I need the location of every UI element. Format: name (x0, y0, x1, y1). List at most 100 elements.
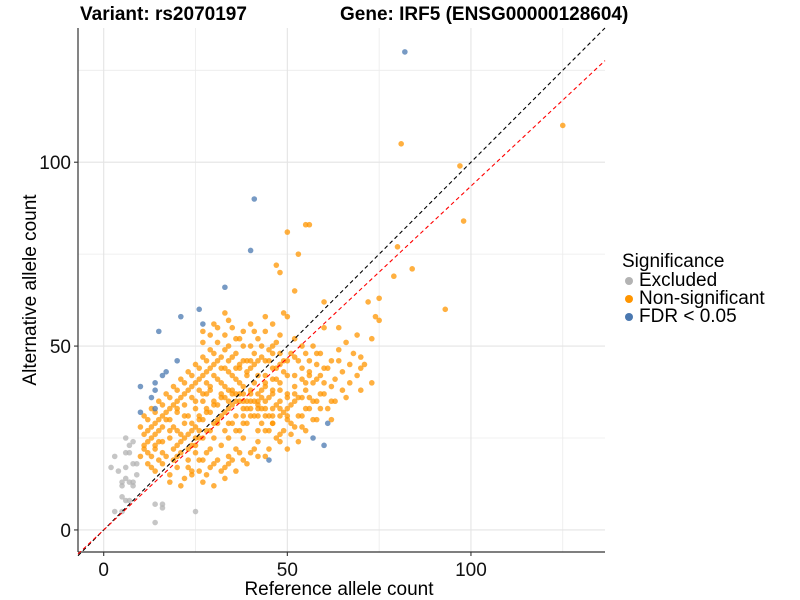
data-point (159, 402, 166, 408)
data-point (222, 409, 228, 416)
data-point (167, 405, 173, 412)
data-point (203, 405, 210, 412)
data-point (346, 361, 353, 368)
data-point (203, 471, 210, 478)
data-point (111, 508, 118, 515)
data-point (328, 383, 335, 390)
data-point (350, 350, 357, 357)
grid-lines (78, 28, 605, 552)
data-point (255, 413, 261, 419)
data-point (159, 424, 166, 430)
data-point (225, 405, 232, 412)
data-point (247, 413, 254, 419)
data-point (203, 380, 210, 386)
data-point (324, 405, 331, 412)
data-point (266, 457, 272, 463)
data-point (174, 464, 180, 471)
data-point (457, 163, 463, 169)
data-point (222, 346, 228, 353)
data-point (137, 383, 144, 390)
data-point (284, 229, 291, 235)
data-point (277, 413, 283, 419)
data-point (269, 376, 276, 382)
data-point (152, 519, 158, 526)
data-point (167, 471, 173, 478)
data-point (335, 357, 342, 364)
legend-item-excluded: Excluded (622, 271, 765, 290)
data-point (295, 438, 302, 445)
data-point (222, 310, 228, 316)
data-point (559, 122, 566, 129)
data-point (185, 387, 191, 394)
data-point (394, 243, 401, 250)
data-point (196, 468, 202, 474)
data-point (181, 475, 188, 482)
data-point (196, 387, 202, 394)
data-point (152, 380, 158, 386)
data-point (174, 409, 180, 416)
data-point (225, 343, 232, 349)
legend-label: Non-significant (639, 288, 765, 309)
data-point (207, 464, 214, 471)
data-point (222, 365, 228, 371)
data-point (159, 372, 166, 379)
data-point (284, 446, 291, 452)
data-point (148, 394, 155, 401)
data-point (152, 431, 158, 438)
data-point (211, 361, 217, 368)
data-point (203, 391, 210, 397)
legend-title: Significance (622, 251, 725, 272)
data-point (181, 402, 188, 408)
data-point (122, 464, 129, 471)
data-point (214, 376, 221, 382)
data-point (240, 328, 247, 335)
data-point (295, 357, 302, 364)
data-point (255, 438, 261, 445)
data-point (262, 383, 269, 390)
data-point (255, 427, 261, 434)
data-point (185, 457, 191, 463)
data-point (189, 420, 195, 427)
data-point (324, 365, 331, 371)
data-point (302, 405, 309, 412)
data-point (372, 313, 379, 320)
data-point (137, 453, 144, 460)
data-point (247, 365, 254, 371)
data-point (284, 405, 291, 412)
chart-title-gene: Gene: IRF5 (ENSG00000128604) (340, 4, 629, 25)
data-point (266, 427, 272, 434)
legend-item-fdr: FDR < 0.05 (622, 307, 765, 326)
data-point (178, 438, 184, 445)
data-point (211, 321, 217, 327)
data-point (174, 427, 180, 434)
data-point (211, 435, 217, 441)
data-point (207, 346, 214, 353)
data-point (119, 494, 125, 500)
data-point (225, 369, 232, 375)
data-point (460, 218, 467, 224)
data-point (214, 402, 221, 408)
data-point (229, 402, 236, 408)
data-point (233, 468, 239, 474)
data-point (255, 391, 261, 397)
data-point (376, 295, 382, 302)
data-point (225, 357, 232, 364)
data-point (317, 391, 324, 397)
data-point (277, 380, 283, 386)
data-point (196, 427, 202, 434)
data-point (211, 398, 217, 405)
data-point (148, 453, 155, 460)
data-point (299, 424, 305, 430)
data-point (167, 394, 173, 401)
data-point (222, 427, 228, 434)
data-point (313, 350, 320, 357)
data-point (196, 413, 202, 419)
data-point (321, 324, 327, 331)
data-point (200, 398, 206, 405)
data-point (313, 361, 320, 368)
data-point (144, 427, 151, 434)
data-point (167, 435, 173, 441)
data-point (225, 435, 232, 441)
data-point (269, 420, 276, 427)
data-point (280, 310, 287, 316)
